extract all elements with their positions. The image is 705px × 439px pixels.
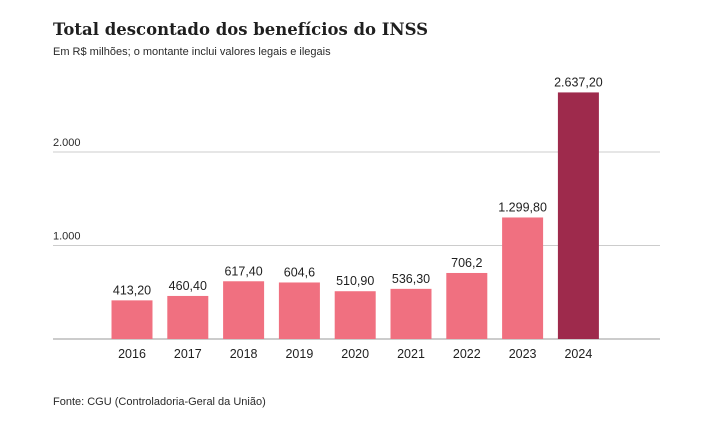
bar bbox=[167, 295, 209, 339]
x-tick-label: 2024 bbox=[564, 347, 592, 361]
bar bbox=[111, 300, 153, 339]
x-tick-label: 2022 bbox=[453, 347, 481, 361]
bar-value-label: 460,40 bbox=[169, 279, 207, 293]
chart-title: Total descontado dos benefícios do INSS bbox=[53, 20, 429, 39]
bar-value-label: 617,40 bbox=[224, 264, 262, 278]
labels: 1.000 2.000 413,20 2016 460,40 2017 617,40 2018… bbox=[53, 75, 603, 361]
bar-value-label: 1.299,80 bbox=[498, 200, 547, 214]
y-tick-label: 2.000 bbox=[53, 137, 81, 149]
bar bbox=[390, 288, 432, 339]
bar-value-label: 536,30 bbox=[392, 272, 430, 286]
x-tick-label: 2016 bbox=[118, 347, 146, 361]
bars bbox=[111, 92, 599, 339]
chart-subtitle: Em R$ milhões; o montante inclui valores… bbox=[53, 46, 331, 58]
x-tick-label: 2020 bbox=[341, 347, 369, 361]
x-tick-label: 2021 bbox=[397, 347, 425, 361]
bar bbox=[557, 92, 599, 339]
x-tick-label: 2018 bbox=[230, 347, 258, 361]
bar-value-label: 510,90 bbox=[336, 274, 374, 288]
bar-value-label: 604,6 bbox=[284, 265, 315, 279]
bar bbox=[223, 281, 265, 339]
x-tick-label: 2017 bbox=[174, 347, 202, 361]
bar bbox=[446, 272, 488, 339]
x-tick-label: 2019 bbox=[285, 347, 313, 361]
source-note: Fonte: CGU (Controladoria-Geral da União… bbox=[53, 396, 266, 408]
bar bbox=[278, 282, 320, 339]
bar-value-label: 413,20 bbox=[113, 283, 151, 297]
bar-value-label: 706,2 bbox=[451, 256, 482, 270]
x-tick-label: 2023 bbox=[509, 347, 537, 361]
bar-value-label: 2.637,20 bbox=[554, 75, 603, 89]
y-tick-label: 1.000 bbox=[53, 231, 81, 243]
bar bbox=[334, 291, 376, 339]
bar bbox=[502, 217, 544, 339]
